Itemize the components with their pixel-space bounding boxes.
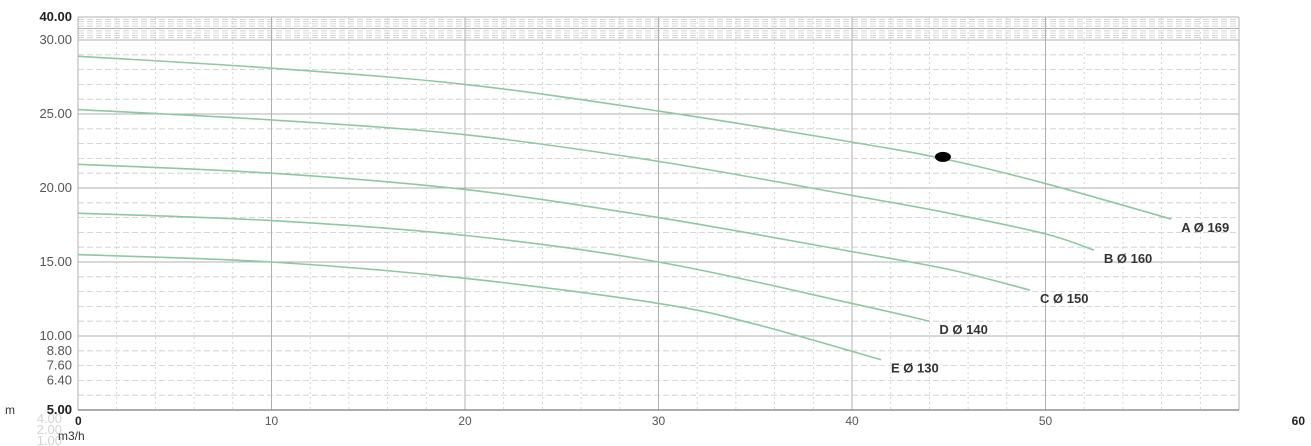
- y-tick-label: 10.00: [39, 328, 72, 343]
- x-tick-label: 20: [458, 414, 472, 428]
- series-label: E Ø 130: [891, 361, 939, 376]
- chart-labels: A Ø 169 B Ø 160 C Ø 150 D Ø 140 E Ø 130: [891, 220, 1229, 376]
- y-tick-label: 40.00: [39, 9, 72, 24]
- operating-point-marker: [934, 151, 951, 162]
- x-axis-label: m3/h: [58, 429, 85, 443]
- series-label: A Ø 169: [1181, 220, 1229, 235]
- x-tick-label: 50: [1039, 414, 1053, 428]
- series-line: [77, 212, 930, 322]
- y-tick-label: 5.00: [47, 402, 72, 417]
- series-line: [77, 108, 1095, 251]
- y-tick-label: 15.00: [39, 254, 72, 269]
- y-tick-label-faint: 1.00: [37, 433, 62, 446]
- series-line: [77, 253, 882, 361]
- x-tick-label: 60: [1292, 414, 1306, 428]
- y-axis-label: m: [5, 403, 15, 417]
- y-tick-label: 25.00: [39, 106, 72, 121]
- series-line: [77, 163, 1031, 291]
- y-tick-label: 5.00: [47, 402, 72, 417]
- chart-grid: 40.00 30.00 25.00 20.00 15.00 10.008.807.606.…: [37, 9, 1306, 446]
- series-label: D Ø 140: [939, 322, 987, 337]
- y-tick-label-faint: 4.00: [37, 411, 62, 426]
- series-label: C Ø 150: [1040, 291, 1088, 306]
- chart-curves: [77, 55, 1172, 361]
- y-tick-label: 30.00: [39, 32, 72, 47]
- series-label: B Ø 160: [1104, 251, 1152, 266]
- y-tick-label: 6.40: [47, 372, 72, 387]
- y-tick-label: 7.60: [47, 358, 72, 373]
- x-tick-label: 10: [265, 414, 279, 428]
- series-line: [77, 55, 1172, 220]
- x-tick-label: 0: [75, 414, 82, 428]
- x-tick-label: 40: [845, 414, 859, 428]
- y-tick-label: 20.00: [39, 180, 72, 195]
- x-tick-label: 30: [652, 414, 666, 428]
- y-tick-label-faint: 2.00: [37, 422, 62, 437]
- y-tick-label: 8.80: [47, 343, 72, 358]
